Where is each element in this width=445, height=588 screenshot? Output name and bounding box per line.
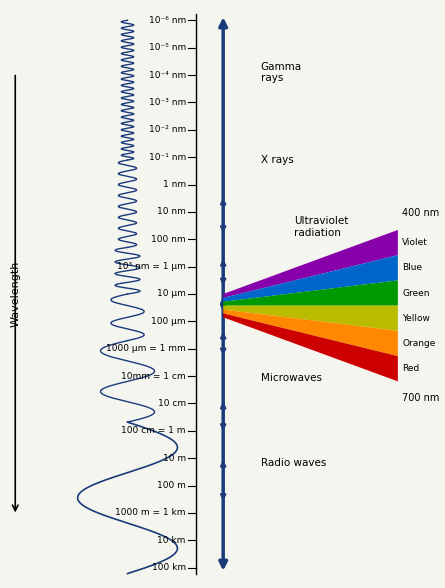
Text: 10 μm: 10 μm [157,289,186,299]
Text: Red: Red [402,364,419,373]
Text: 10mm = 1 cm: 10mm = 1 cm [121,372,186,380]
Text: 400 nm: 400 nm [402,208,439,218]
Text: 10 km: 10 km [158,536,186,545]
Text: Gamma
rays: Gamma rays [261,62,302,83]
Text: Wavelength: Wavelength [10,261,20,327]
Text: 700 nm: 700 nm [402,393,439,403]
Text: Microwaves: Microwaves [261,373,322,383]
Text: Violet: Violet [402,238,428,247]
Polygon shape [223,230,398,298]
Text: 100 nm: 100 nm [151,235,186,244]
Text: Blue: Blue [402,263,422,272]
Text: X rays: X rays [261,155,293,165]
Text: Ultraviolet
radiation: Ultraviolet radiation [294,216,348,238]
Polygon shape [223,255,398,302]
Text: 10 nm: 10 nm [157,208,186,216]
Polygon shape [223,306,398,331]
Text: Yellow: Yellow [402,314,430,323]
Polygon shape [223,309,398,356]
Text: Orange: Orange [402,339,435,348]
Text: 10⁻⁴ nm: 10⁻⁴ nm [149,71,186,79]
Text: 10⁻² nm: 10⁻² nm [149,125,186,134]
Text: 10⁻⁶ nm: 10⁻⁶ nm [149,16,186,25]
Text: Visible light: Visible light [286,280,347,290]
Text: 10 m: 10 m [162,454,186,463]
Text: 10⁻³ nm: 10⁻³ nm [149,98,186,107]
Text: 10⁻¹ nm: 10⁻¹ nm [149,153,186,162]
Text: 10⁻⁵ nm: 10⁻⁵ nm [149,43,186,52]
Text: 1 nm: 1 nm [162,180,186,189]
Polygon shape [223,313,398,382]
Text: 1000 μm = 1 mm: 1000 μm = 1 mm [106,344,186,353]
Polygon shape [223,280,398,306]
Text: 10³ nm = 1 μm: 10³ nm = 1 μm [117,262,186,271]
Text: Infrared
radiation: Infrared radiation [286,309,332,331]
Text: 1000 m = 1 km: 1000 m = 1 km [115,509,186,517]
Text: 100 cm = 1 m: 100 cm = 1 m [121,426,186,435]
Text: 10 cm: 10 cm [158,399,186,408]
Text: 100 km: 100 km [152,563,186,572]
Text: Green: Green [402,289,429,298]
Text: Radio waves: Radio waves [261,458,326,468]
Text: 100 m: 100 m [157,481,186,490]
Text: 100 μm: 100 μm [151,317,186,326]
